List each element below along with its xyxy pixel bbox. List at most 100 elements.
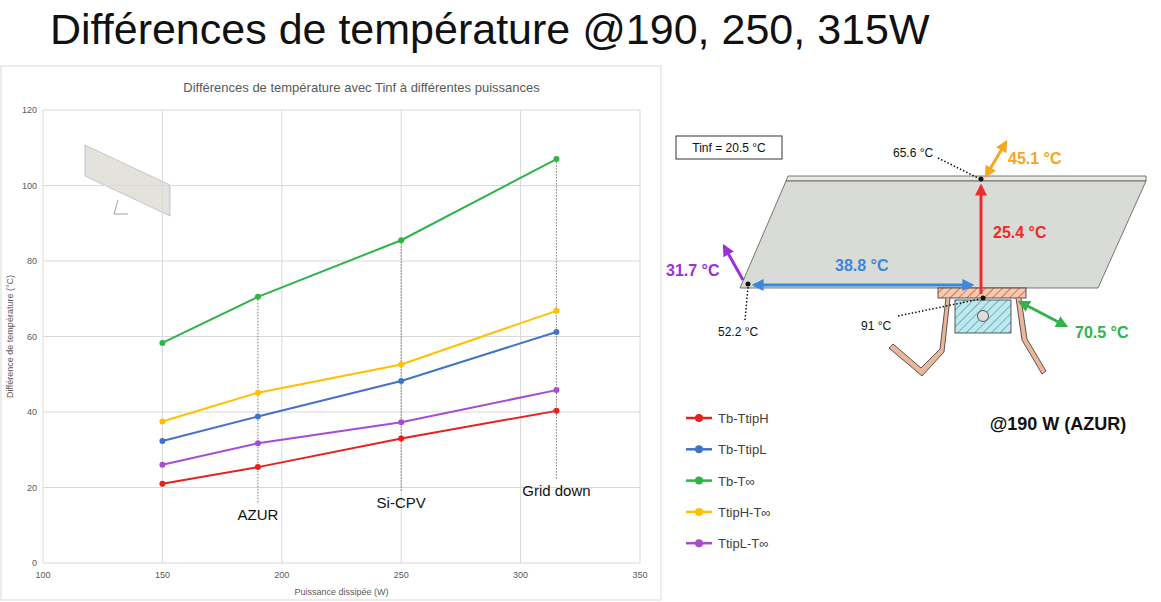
chart-frame (1, 66, 661, 600)
leader (938, 158, 980, 179)
series-point (398, 419, 404, 425)
leader (745, 287, 748, 320)
x-tick-label: 350 (632, 570, 647, 580)
y-tick-label: 40 (27, 407, 37, 417)
receiver (955, 300, 1011, 333)
series-point (159, 481, 165, 487)
x-tick-label: 200 (274, 570, 289, 580)
legend-label: Tb-TtipH (718, 411, 769, 426)
legend-swatch (695, 445, 703, 453)
grid-line (43, 110, 640, 111)
diagram-label: 65.6 °C (893, 146, 933, 160)
series-point (553, 308, 559, 314)
pipe (978, 311, 989, 322)
diagram: Tinf = 20.5 °C 65.6 °C 45.1 °C 25.4 °C 31.7 … (666, 136, 1146, 434)
grid-line (43, 185, 640, 186)
arrow (724, 246, 743, 280)
legend-label: TtipH-T∞ (718, 505, 771, 520)
legend-label: TtipL-T∞ (718, 536, 768, 551)
series-point (398, 378, 404, 384)
arrow (980, 186, 983, 294)
series-line (162, 332, 556, 441)
series-point (159, 340, 165, 346)
series-line (162, 311, 556, 422)
arrow (1020, 302, 1066, 326)
grid-line (43, 563, 640, 564)
annotation-line (257, 297, 258, 504)
annotation-label: Si-CPV (377, 494, 426, 511)
page-title: Différences de température @190, 250, 31… (50, 5, 930, 53)
series-point (398, 435, 404, 441)
annotation-line (556, 159, 557, 480)
plate (740, 181, 1146, 288)
series-point (159, 418, 165, 424)
grid-line (43, 336, 640, 337)
legend-swatch (695, 414, 703, 422)
page: Différences de température @190, 250, 31… (0, 0, 1161, 602)
diagram-label: 38.8 °C (835, 257, 889, 274)
series-group (159, 156, 559, 487)
series-line (162, 390, 556, 465)
series-point (553, 408, 559, 414)
grid-line (640, 110, 641, 563)
diagram-label: 25.4 °C (993, 224, 1047, 241)
tinf-label: Tinf = 20.5 °C (692, 141, 766, 155)
y-axis-title: Différence de température (°C) (5, 275, 15, 398)
series-point (255, 294, 261, 300)
diagram-label: 45.1 °C (1008, 150, 1062, 167)
legend-label: Tb-T∞ (718, 474, 755, 489)
probe-point (981, 296, 986, 301)
probe-point (979, 177, 984, 182)
bracket (889, 298, 950, 376)
series-point (553, 387, 559, 393)
series-point (159, 438, 165, 444)
y-tick-label: 20 (27, 483, 37, 493)
x-axis-title: Puissance dissipée (W) (294, 587, 388, 597)
annotation-label: Grid down (522, 482, 590, 499)
grid-line (281, 110, 282, 563)
grid-line (43, 110, 44, 563)
chart-title: Différences de température avec Tinf à d… (183, 80, 540, 95)
legend-swatch (695, 539, 703, 547)
leader (898, 299, 980, 316)
x-tick-label: 100 (35, 570, 50, 580)
y-tick-label: 0 (32, 558, 37, 568)
series-point (159, 462, 165, 468)
series-point (255, 414, 261, 420)
diagram-label: 70.5 °C (1075, 324, 1129, 341)
series-point (553, 156, 559, 162)
series-point (255, 390, 261, 396)
plate-top (786, 176, 1146, 181)
y-tick-label: 60 (27, 332, 37, 342)
y-tick-label: 80 (27, 256, 37, 266)
arrow (986, 142, 1006, 176)
x-tick-label: 150 (155, 570, 170, 580)
series-point (553, 329, 559, 335)
series-line (162, 411, 556, 484)
legend-swatch (695, 508, 703, 516)
series-point (398, 361, 404, 367)
legend-swatch (695, 477, 703, 485)
series-line (162, 159, 556, 343)
tinf-box (676, 136, 782, 159)
grid (43, 110, 640, 563)
y-tick-label: 100 (22, 181, 37, 191)
series-point (255, 464, 261, 470)
diagram-label: 31.7 °C (666, 262, 720, 279)
series-point (255, 440, 261, 446)
grid-line (43, 261, 640, 262)
legend-label: Tb-TtipL (718, 442, 766, 457)
x-tick-label: 300 (513, 570, 528, 580)
diagram-caption: @190 W (AZUR) (990, 414, 1127, 434)
probe-point (746, 282, 751, 287)
thumbnail-leg (114, 200, 128, 214)
diagram-label: 52.2 °C (718, 325, 758, 339)
thumbnail (85, 145, 170, 216)
x-tick-label: 250 (394, 570, 409, 580)
diagram-label: 91 °C (861, 319, 891, 333)
series-point (398, 237, 404, 243)
grid-line (162, 110, 163, 563)
arrow (754, 284, 972, 287)
y-tick-label: 120 (22, 105, 37, 115)
annotation-label: AZUR (237, 506, 278, 523)
